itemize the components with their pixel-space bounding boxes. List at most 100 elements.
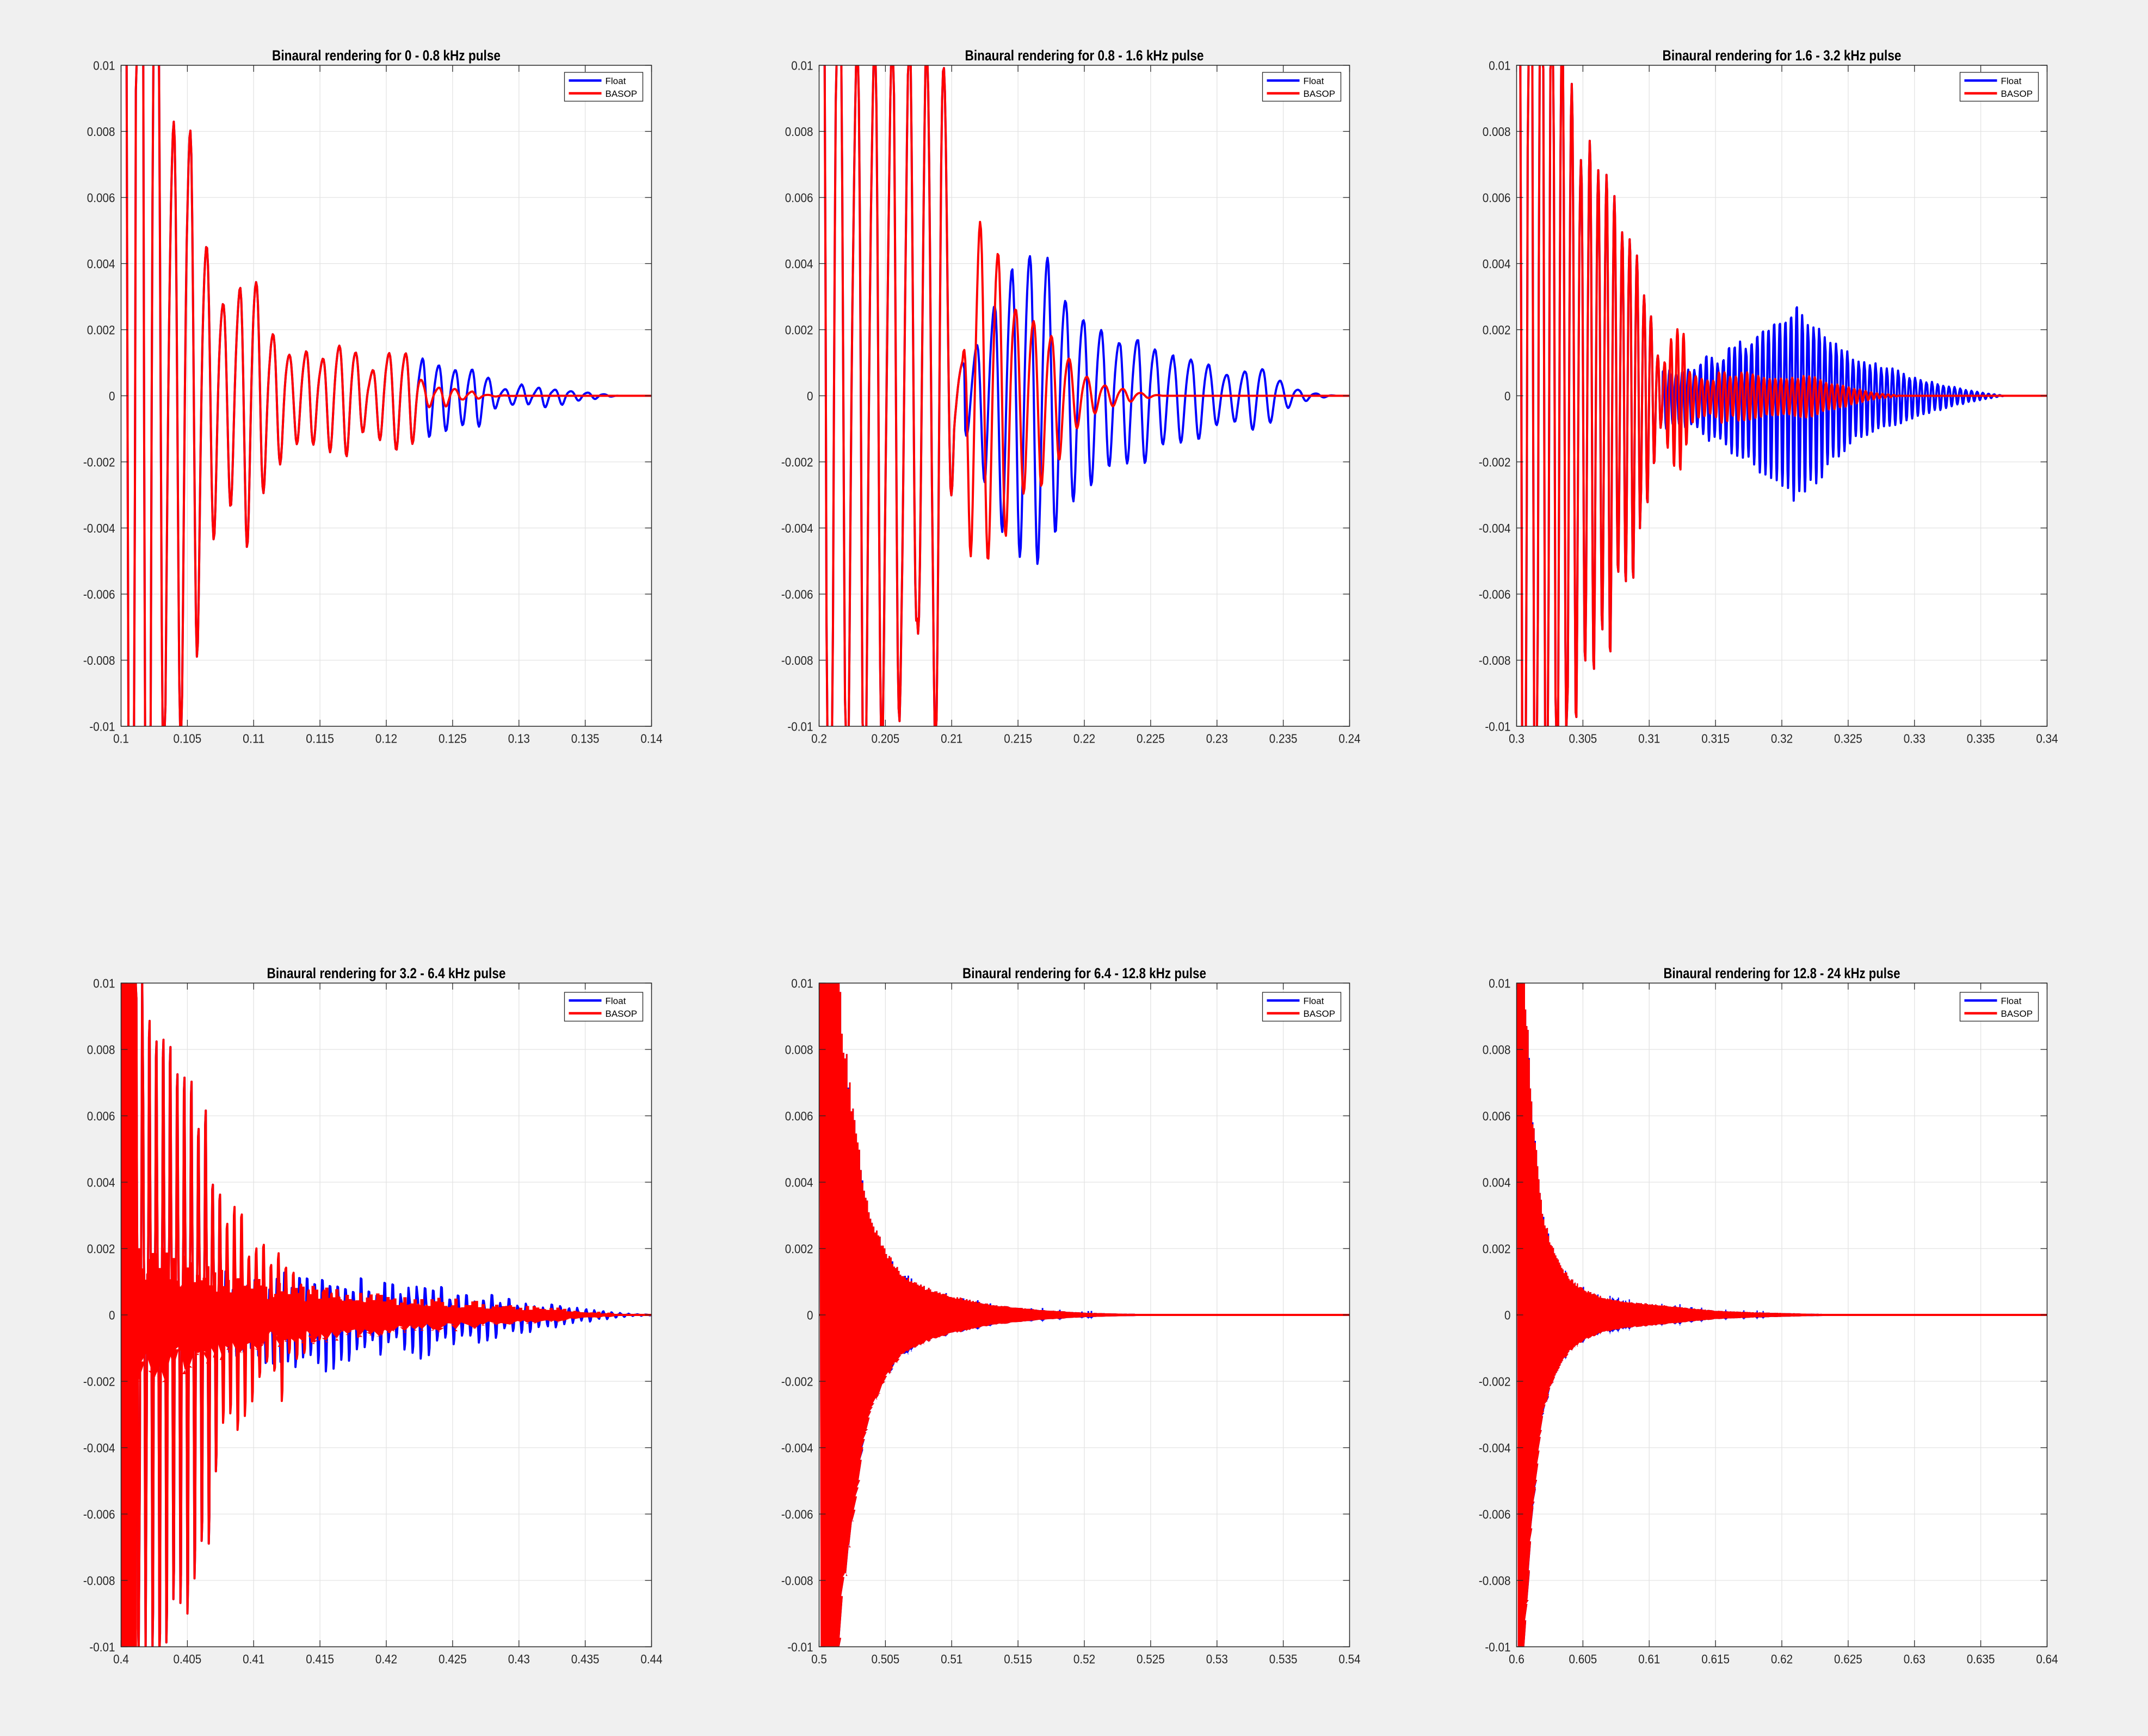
svg-text:0.006: 0.006 <box>87 191 115 205</box>
svg-text:0.31: 0.31 <box>1638 732 1660 746</box>
svg-text:0.225: 0.225 <box>1137 732 1165 746</box>
svg-text:0.008: 0.008 <box>87 1043 115 1057</box>
svg-text:BASOP: BASOP <box>2001 89 2033 99</box>
svg-text:0.635: 0.635 <box>1967 1652 1995 1666</box>
svg-text:0.004: 0.004 <box>785 1176 813 1190</box>
svg-text:0: 0 <box>109 1308 115 1323</box>
svg-text:0.002: 0.002 <box>1483 323 1511 337</box>
svg-text:0.2: 0.2 <box>811 732 827 746</box>
svg-text:0.625: 0.625 <box>1834 1652 1862 1666</box>
svg-text:Binaural rendering for 0.8 - 1: Binaural rendering for 0.8 - 1.6 kHz pul… <box>965 47 1204 64</box>
svg-text:Binaural rendering for 0 - 0.8: Binaural rendering for 0 - 0.8 kHz pulse <box>272 47 501 64</box>
svg-text:0.006: 0.006 <box>785 1109 813 1123</box>
svg-text:0.4: 0.4 <box>113 1652 129 1666</box>
svg-text:0.605: 0.605 <box>1569 1652 1597 1666</box>
svg-text:0.13: 0.13 <box>508 732 530 746</box>
svg-text:-0.006: -0.006 <box>781 588 813 602</box>
svg-text:0.006: 0.006 <box>1483 1109 1511 1123</box>
svg-text:-0.002: -0.002 <box>1479 455 1511 469</box>
svg-text:0.62: 0.62 <box>1771 1652 1793 1666</box>
svg-text:-0.004: -0.004 <box>83 1441 115 1455</box>
svg-text:0.32: 0.32 <box>1771 732 1793 746</box>
svg-text:0: 0 <box>1504 389 1511 403</box>
svg-text:0.006: 0.006 <box>785 191 813 205</box>
svg-text:0.63: 0.63 <box>1904 1652 1925 1666</box>
svg-text:0.235: 0.235 <box>1269 732 1298 746</box>
svg-text:BASOP: BASOP <box>1304 1009 1336 1019</box>
svg-text:0.008: 0.008 <box>87 125 115 139</box>
svg-text:0.43: 0.43 <box>508 1652 530 1666</box>
svg-text:Binaural rendering for 12.8 -: Binaural rendering for 12.8 - 24 kHz pul… <box>1664 965 1900 981</box>
svg-text:-0.01: -0.01 <box>1485 720 1510 734</box>
svg-text:Float: Float <box>1304 76 1324 86</box>
svg-text:0.205: 0.205 <box>872 732 900 746</box>
svg-text:0.515: 0.515 <box>1004 1652 1032 1666</box>
svg-text:-0.002: -0.002 <box>781 455 813 469</box>
svg-text:-0.01: -0.01 <box>787 1640 813 1654</box>
svg-text:BASOP: BASOP <box>1304 89 1336 99</box>
svg-text:0.115: 0.115 <box>306 732 334 746</box>
svg-text:0.01: 0.01 <box>93 977 115 991</box>
svg-text:0.008: 0.008 <box>785 1043 813 1057</box>
svg-text:0.11: 0.11 <box>243 732 264 746</box>
svg-text:0.51: 0.51 <box>941 1652 962 1666</box>
svg-text:0.435: 0.435 <box>571 1652 600 1666</box>
svg-text:-0.006: -0.006 <box>83 588 115 602</box>
svg-text:0.325: 0.325 <box>1834 732 1862 746</box>
svg-text:0.01: 0.01 <box>791 977 813 991</box>
svg-text:0.44: 0.44 <box>640 1652 662 1666</box>
svg-text:0.002: 0.002 <box>785 323 813 337</box>
svg-text:-0.002: -0.002 <box>83 1375 115 1389</box>
svg-text:0.14: 0.14 <box>640 732 662 746</box>
svg-text:0.105: 0.105 <box>174 732 202 746</box>
svg-text:0.615: 0.615 <box>1701 1652 1730 1666</box>
svg-text:Float: Float <box>2001 996 2022 1006</box>
svg-text:0.22: 0.22 <box>1073 732 1095 746</box>
svg-text:0.41: 0.41 <box>243 1652 264 1666</box>
svg-text:0.01: 0.01 <box>1489 977 1510 991</box>
svg-text:-0.008: -0.008 <box>83 653 115 668</box>
svg-text:0.42: 0.42 <box>375 1652 397 1666</box>
svg-text:-0.006: -0.006 <box>83 1508 115 1522</box>
svg-text:0.6: 0.6 <box>1509 1652 1524 1666</box>
svg-text:Binaural rendering for 6.4 - 1: Binaural rendering for 6.4 - 12.8 kHz pu… <box>962 965 1206 981</box>
svg-text:-0.006: -0.006 <box>781 1508 813 1522</box>
svg-text:0.008: 0.008 <box>785 125 813 139</box>
svg-text:-0.004: -0.004 <box>1479 521 1511 535</box>
svg-text:BASOP: BASOP <box>606 1009 638 1019</box>
svg-text:-0.01: -0.01 <box>89 1640 115 1654</box>
svg-text:Binaural rendering for 3.2 - 6: Binaural rendering for 3.2 - 6.4 kHz pul… <box>267 965 506 981</box>
svg-text:0.125: 0.125 <box>439 732 467 746</box>
svg-text:0.1: 0.1 <box>113 732 129 746</box>
svg-text:0.01: 0.01 <box>1489 59 1510 73</box>
svg-text:-0.006: -0.006 <box>1479 1508 1511 1522</box>
svg-text:-0.01: -0.01 <box>89 720 115 734</box>
svg-text:0.006: 0.006 <box>87 1109 115 1123</box>
svg-text:0.425: 0.425 <box>439 1652 467 1666</box>
svg-text:0.61: 0.61 <box>1638 1652 1660 1666</box>
svg-text:-0.01: -0.01 <box>1485 1640 1510 1654</box>
svg-text:-0.002: -0.002 <box>83 455 115 469</box>
svg-text:0.54: 0.54 <box>1338 1652 1360 1666</box>
svg-text:0.004: 0.004 <box>1483 257 1511 271</box>
svg-text:0.52: 0.52 <box>1073 1652 1095 1666</box>
svg-text:Float: Float <box>1304 996 1324 1006</box>
svg-text:0: 0 <box>807 1308 813 1323</box>
svg-text:0.135: 0.135 <box>571 732 600 746</box>
svg-text:0.002: 0.002 <box>87 323 115 337</box>
svg-text:BASOP: BASOP <box>2001 1009 2033 1019</box>
svg-text:0.004: 0.004 <box>87 257 115 271</box>
svg-text:-0.008: -0.008 <box>1479 1574 1511 1588</box>
svg-text:0.34: 0.34 <box>2036 732 2058 746</box>
svg-text:0.008: 0.008 <box>1483 1043 1511 1057</box>
svg-text:-0.008: -0.008 <box>781 653 813 668</box>
svg-text:0.3: 0.3 <box>1509 732 1524 746</box>
svg-text:-0.008: -0.008 <box>1479 653 1511 668</box>
svg-text:0.415: 0.415 <box>306 1652 334 1666</box>
svg-text:Float: Float <box>606 76 626 86</box>
svg-text:0.525: 0.525 <box>1137 1652 1165 1666</box>
svg-text:0.535: 0.535 <box>1269 1652 1298 1666</box>
svg-text:0: 0 <box>109 389 115 403</box>
svg-text:0.335: 0.335 <box>1967 732 1995 746</box>
svg-text:0.64: 0.64 <box>2036 1652 2058 1666</box>
